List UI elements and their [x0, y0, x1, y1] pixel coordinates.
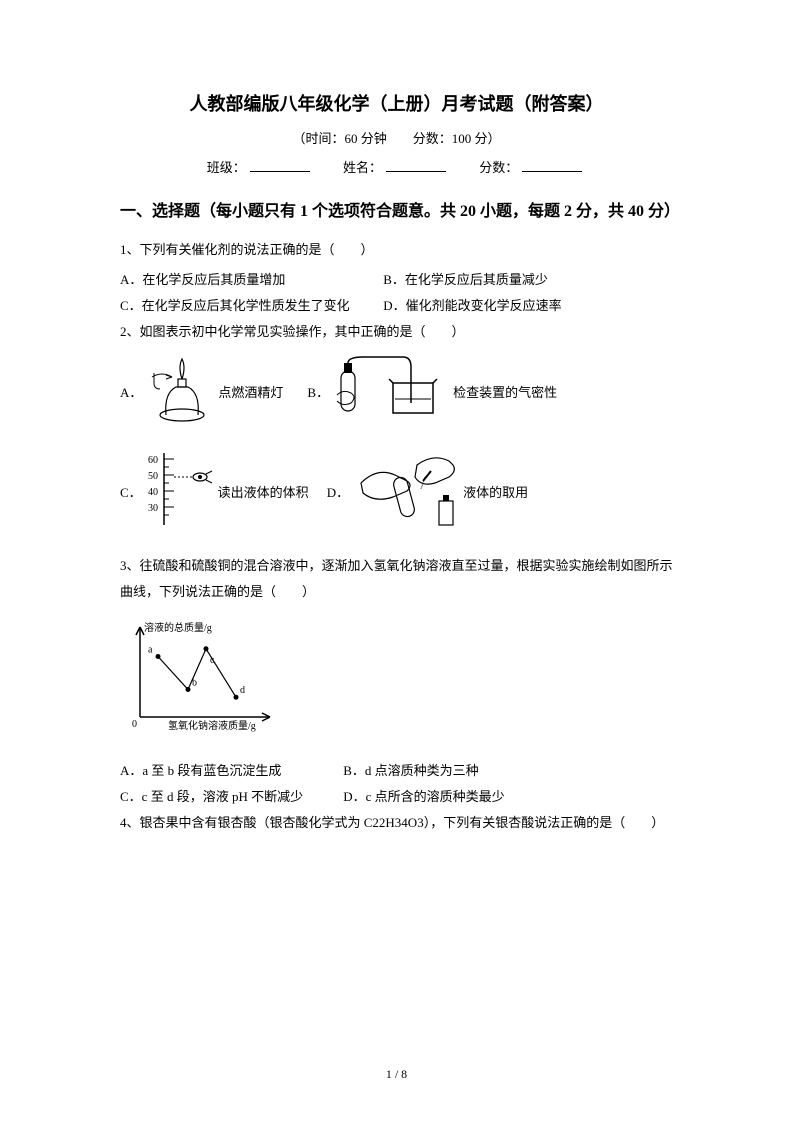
q3-options-row2: C．c 至 d 段，溶液 pH 不断减少 D．c 点所含的溶质种类最少 — [120, 784, 673, 810]
q2-c-label: C． — [120, 482, 142, 501]
q2-b-caption: 检查装置的气密性 — [453, 382, 557, 401]
origin-label: 0 — [132, 719, 137, 730]
score-blank[interactable] — [522, 171, 582, 172]
q2-a-caption: 点燃酒精灯 — [218, 382, 283, 401]
exam-subtitle: （时间：60 分钟 分数：100 分） — [120, 128, 673, 147]
q1-stem: 1、下列有关催化剂的说法正确的是（ ） — [120, 237, 673, 263]
tick-30: 30 — [148, 503, 158, 514]
q3-opt-c: C．c 至 d 段，溶液 pH 不断减少 — [120, 784, 340, 810]
name-blank[interactable] — [386, 171, 446, 172]
q2-d-label: D． — [327, 482, 349, 501]
q2-d-caption: 液体的取用 — [463, 482, 528, 501]
q4-stem: 4、银杏果中含有银杏酸（银杏酸化学式为 C22H34O3），下列有关银杏酸说法正… — [120, 810, 673, 836]
class-label: 班级： — [207, 160, 246, 175]
q3-options: A．a 至 b 段有蓝色沉淀生成 B．d 点溶质种类为三种 — [120, 758, 673, 784]
tick-40: 40 — [148, 487, 158, 498]
name-label: 姓名： — [343, 160, 382, 175]
q1-options: A．在化学反应后其质量增加 B．在化学反应后其质量减少 — [120, 267, 673, 293]
q3-opt-a: A．a 至 b 段有蓝色沉淀生成 — [120, 758, 340, 784]
svg-text:d: d — [240, 685, 245, 696]
svg-text:b: b — [192, 678, 197, 689]
alcohol-lamp-icon — [146, 353, 218, 429]
class-blank[interactable] — [250, 171, 310, 172]
q1-opt-d: D．催化剂能改变化学反应速率 — [383, 298, 561, 313]
svg-text:a: a — [148, 645, 153, 656]
q3-opt-d: D．c 点所含的溶质种类最少 — [343, 789, 504, 804]
q1-opt-b: B．在化学反应后其质量减少 — [383, 272, 548, 287]
q3-stem: 3、往硫酸和硫酸铜的混合溶液中，逐渐加入氢氧化钠溶液直至过量，根据实验实施绘制如… — [120, 553, 673, 605]
student-info-line: 班级： 姓名： 分数： — [120, 157, 673, 176]
q1-options-row2: C．在化学反应后其化学性质发生了变化 D．催化剂能改变化学反应速率 — [120, 293, 673, 319]
tick-50: 50 — [148, 471, 158, 482]
y-axis-label: 溶液的总质量/g — [144, 621, 212, 634]
svg-text:c: c — [210, 655, 215, 666]
score-label: 分数： — [479, 160, 518, 175]
q1-opt-a: A．在化学反应后其质量增加 — [120, 267, 380, 293]
page-number: 1 / 8 — [0, 1067, 793, 1082]
q2-stem: 2、如图表示初中化学常见实验操作，其中正确的是（ ） — [120, 319, 673, 345]
q2-row1: A． 点燃酒精灯 B． 检查装置的气密性 — [120, 353, 673, 429]
q3-opt-b: B．d 点溶质种类为三种 — [343, 763, 478, 778]
tick-60: 60 — [148, 455, 158, 466]
q2-b-label: B． — [307, 382, 329, 401]
cylinder-read-icon: 60 50 40 30 — [146, 447, 218, 535]
exam-title: 人教部编版八年级化学（上册）月考试题（附答案） — [120, 90, 673, 116]
liquid-pour-icon — [353, 447, 463, 535]
q2-c-caption: 读出液体的体积 — [218, 482, 309, 501]
section-1-header: 一、选择题（每小题只有 1 个选项符合题意。共 20 小题，每题 2 分，共 4… — [120, 194, 673, 229]
q1-opt-c: C．在化学反应后其化学性质发生了变化 — [120, 293, 380, 319]
q2-row2: C． 60 50 40 30 读出液体的体积 D． — [120, 447, 673, 535]
q2-a-label: A． — [120, 382, 142, 401]
q3-chart: 溶液的总质量/g 氢氧化钠溶液质量/g 0 a b c d — [120, 617, 673, 742]
x-axis-label: 氢氧化钠溶液质量/g — [168, 719, 256, 732]
airtight-check-icon — [333, 353, 453, 429]
